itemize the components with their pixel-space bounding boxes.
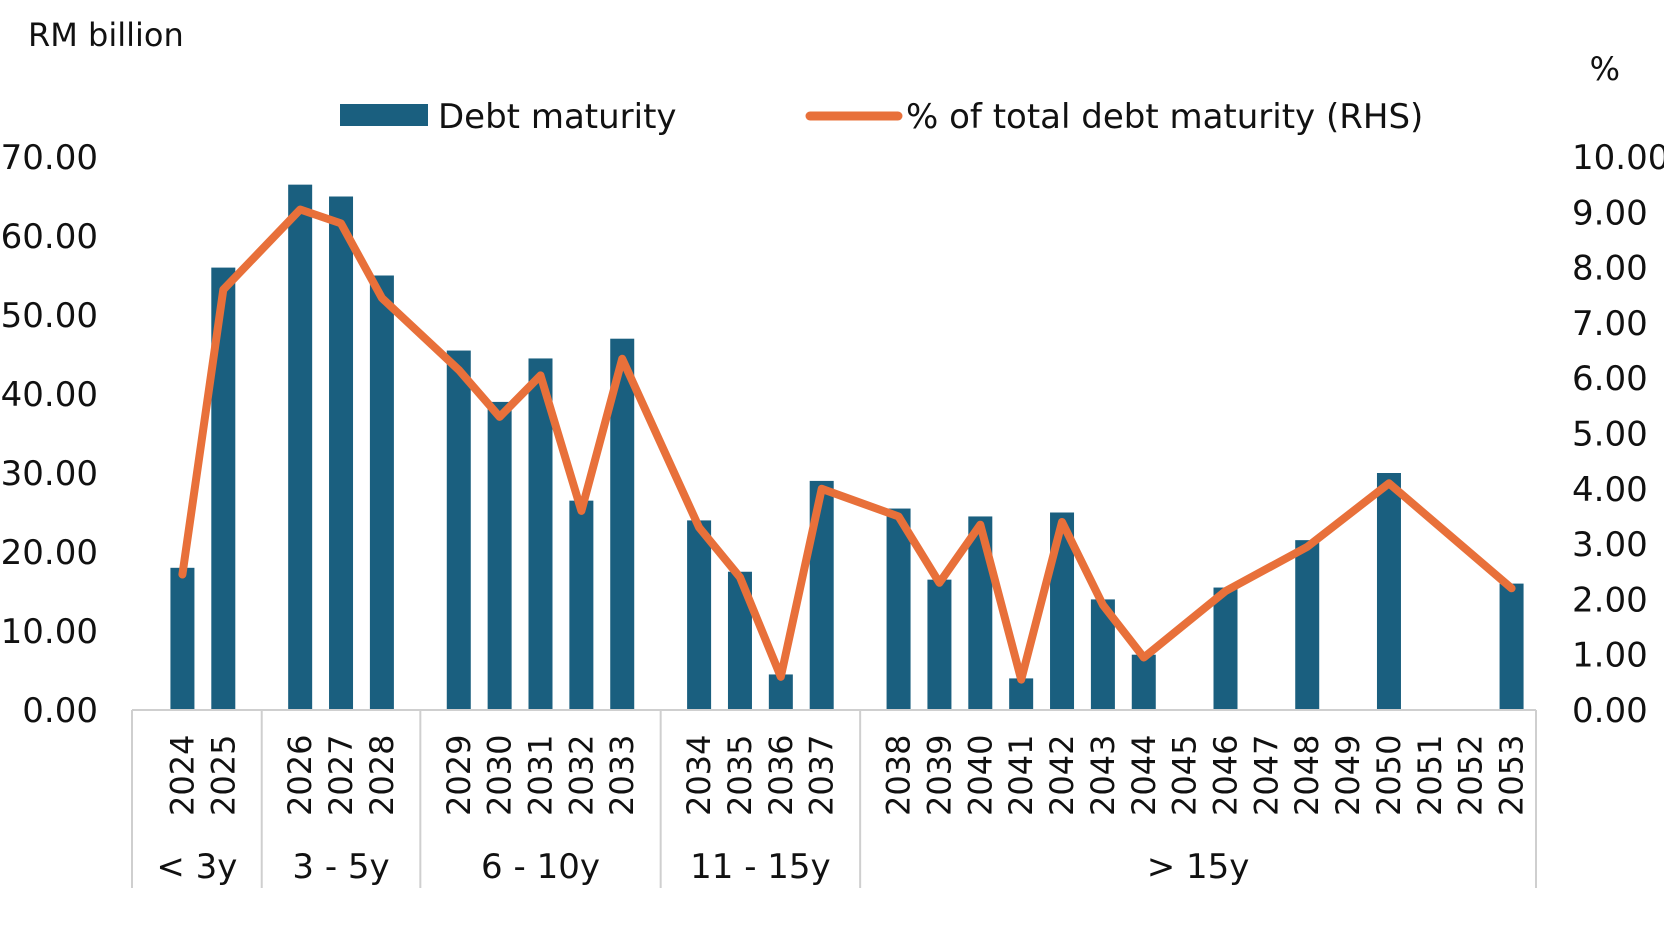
bar-2038 [886, 508, 911, 710]
right-tick-label: 8.00 [1572, 249, 1648, 289]
x-category-label: 2053 [1493, 735, 1531, 816]
x-category-label: 2045 [1166, 735, 1204, 816]
right-axis-ticks: 0.00 1.00 2.00 3.00 4.00 5.00 6.00 7.00 8.00 9.00… [1572, 138, 1664, 731]
x-category-label: 2028 [363, 735, 401, 816]
right-tick-label: 5.00 [1572, 415, 1648, 455]
legend-bar-swatch [340, 104, 428, 126]
right-tick-label: 4.00 [1572, 470, 1648, 510]
x-axis: < 3y 3 - 5y 6 - 10y 11 - 15y > 15y 2024 2025 20… [131, 709, 1537, 888]
bar-2039 [927, 579, 952, 710]
bar-2053 [1499, 583, 1524, 710]
left-tick-label: 50.00 [1, 296, 98, 336]
x-group-label: 3 - 5y [292, 847, 389, 887]
x-category-label: 2043 [1084, 735, 1122, 816]
left-axis-ticks: 0.00 10.00 20.00 30.00 40.00 50.00 60.00 70.00 [1, 138, 98, 731]
x-category-label: 2031 [522, 735, 560, 816]
left-tick-label: 70.00 [1, 138, 98, 178]
bar-2041 [1009, 678, 1034, 710]
bar-2050 [1376, 473, 1401, 710]
left-tick-label: 0.00 [22, 691, 98, 731]
x-group-label: 11 - 15y [690, 847, 831, 887]
right-tick-label: 0.00 [1572, 691, 1648, 731]
right-tick-label: 10.00 [1572, 138, 1664, 178]
bar-2034 [687, 520, 712, 710]
line-series [178, 205, 1516, 684]
right-tick-label: 1.00 [1572, 636, 1648, 676]
x-category-label: 2049 [1329, 735, 1367, 816]
left-tick-label: 30.00 [1, 454, 98, 494]
x-category-label: 2041 [1002, 735, 1040, 816]
x-category-label: 2051 [1411, 735, 1449, 816]
bar-2031 [528, 358, 553, 710]
right-tick-label: 2.00 [1572, 580, 1648, 620]
right-tick-label: 3.00 [1572, 525, 1648, 565]
right-tick-label: 7.00 [1572, 304, 1648, 344]
x-category-label: 2037 [803, 735, 841, 816]
legend-bar-label: Debt maturity [438, 97, 677, 137]
x-category-label: 2048 [1288, 735, 1326, 816]
x-category-label: 2027 [322, 735, 360, 816]
bar-2048 [1295, 540, 1320, 710]
x-category-label: 2025 [204, 735, 242, 816]
x-category-label: 2039 [920, 735, 958, 816]
x-category-label: 2047 [1247, 735, 1285, 816]
bar-2027 [329, 196, 354, 710]
x-category-label: 2050 [1370, 735, 1408, 816]
x-category-label: 2034 [680, 735, 718, 816]
x-category-label: 2042 [1043, 735, 1081, 816]
left-tick-label: 60.00 [1, 217, 98, 257]
legend-line-label: % of total debt maturity (RHS) [906, 97, 1423, 137]
bar-2024 [170, 567, 195, 710]
x-category-label: 2036 [762, 735, 800, 816]
x-group-label: 6 - 10y [481, 847, 600, 887]
left-tick-label: 40.00 [1, 375, 98, 415]
left-tick-label: 10.00 [1, 612, 98, 652]
x-category-label: 2038 [880, 735, 918, 816]
bar-series [170, 184, 1524, 710]
x-category-label: 2044 [1125, 735, 1163, 816]
x-category-label: 2033 [603, 735, 641, 816]
bar-2030 [487, 401, 512, 710]
x-category-label: 2029 [440, 735, 478, 816]
bar-2029 [446, 350, 471, 710]
x-group-label: > 15y [1147, 847, 1250, 887]
bar-2026 [288, 184, 313, 710]
left-tick-label: 20.00 [1, 533, 98, 573]
bar-2046 [1213, 587, 1238, 710]
bar-2028 [369, 275, 394, 710]
x-category-label: 2024 [163, 735, 201, 816]
x-category-label: 2035 [721, 735, 759, 816]
right-tick-label: 9.00 [1572, 193, 1648, 233]
x-category-label: 2046 [1207, 735, 1245, 816]
x-category-label: 2026 [281, 735, 319, 816]
legend: Debt maturity % of total debt maturity (… [340, 97, 1423, 137]
bar-2044 [1131, 654, 1156, 710]
left-axis-unit: RM billion [28, 16, 184, 54]
x-group-label: < 3y [156, 847, 237, 887]
right-axis-unit: % [1590, 50, 1620, 88]
percent-line [178, 205, 1516, 684]
x-category-label: 2032 [562, 735, 600, 816]
bar-2032 [569, 500, 594, 710]
right-tick-label: 6.00 [1572, 359, 1648, 399]
x-category-label: 2040 [961, 735, 999, 816]
x-category-label: 2052 [1452, 735, 1490, 816]
x-category-label: 2030 [481, 735, 519, 816]
